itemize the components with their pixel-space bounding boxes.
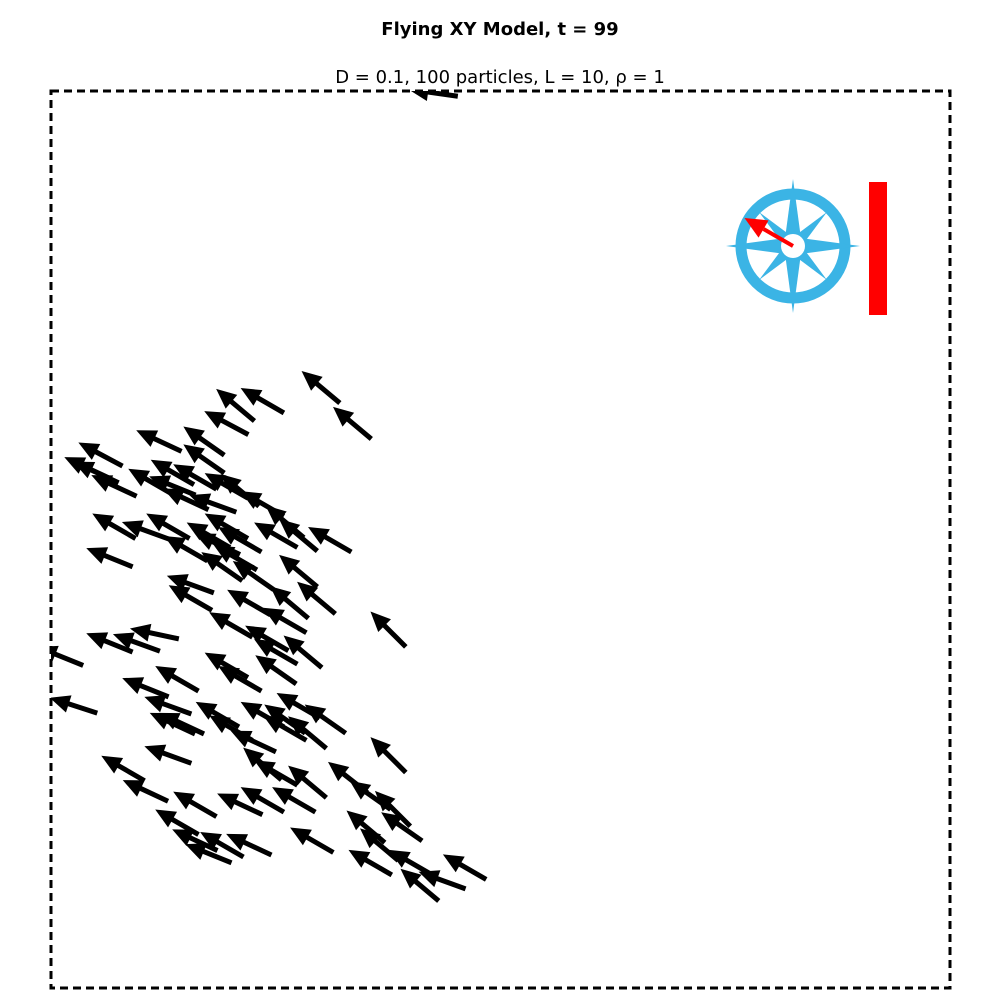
particle-arrow (91, 475, 138, 499)
particle-arrow (86, 632, 134, 655)
particle-arrow (185, 843, 233, 866)
particle-arrow (164, 535, 209, 564)
particle-arrow (370, 611, 408, 649)
particle-arrow (51, 645, 85, 668)
particle-arrow (173, 464, 218, 492)
particle-arrow (288, 765, 328, 800)
particle-arrow (194, 533, 242, 557)
particle-arrow (209, 612, 254, 640)
compass-point (791, 237, 860, 255)
particle-arrow (189, 493, 238, 515)
particle-arrow (149, 712, 197, 737)
particle-arrow (304, 704, 348, 736)
particle-arrow (136, 430, 183, 454)
particle-arrow (218, 666, 263, 694)
particle-arrow (101, 755, 146, 783)
particle-arrow (121, 520, 170, 542)
particle-arrow (388, 849, 434, 878)
particle-arrow (183, 426, 226, 458)
compass-point (784, 179, 802, 248)
particle-arrow (308, 527, 353, 555)
particle-arrow (290, 827, 335, 855)
particle-arrow (218, 527, 263, 555)
boundary-box (49, 89, 952, 990)
particle-arrow (297, 581, 337, 616)
particle-arrow (226, 833, 273, 858)
particle-arrow (400, 868, 441, 903)
compass-point (784, 244, 802, 313)
particle-arrow (264, 704, 307, 736)
particle-arrow (240, 787, 286, 815)
particle-arrow (129, 623, 180, 642)
particle-arrow (230, 730, 277, 755)
particle-arrow (255, 655, 298, 686)
particle-arrow (216, 388, 257, 423)
chart-subtitle: D = 0.1, 100 particles, L = 10, ρ = 1 (335, 67, 665, 88)
particle-arrow (168, 585, 214, 613)
order-parameter-bar (869, 182, 887, 315)
particle-arrow (204, 411, 250, 437)
compass-point (726, 237, 795, 255)
particle-arrow (381, 812, 424, 843)
particle-arrow (410, 91, 459, 102)
particle-arrow (272, 787, 317, 815)
particle-arrow (270, 586, 310, 621)
particle-arrow (263, 715, 308, 743)
particle-arrow (254, 522, 299, 550)
particle-arrow (173, 791, 218, 819)
particle-arrow (348, 849, 394, 878)
particle-arrow (146, 513, 191, 541)
particle-arrow (92, 513, 137, 541)
particle-arrow (155, 666, 200, 694)
particle-arrow (183, 444, 226, 476)
compass-icon (726, 179, 860, 313)
particle-arrow (254, 760, 299, 788)
particle-arrow (418, 870, 467, 892)
particle-arrow (374, 790, 413, 829)
particle-arrow (150, 459, 196, 487)
particle-arrow (78, 442, 124, 469)
particle-arrow (240, 387, 286, 416)
particle-arrow (201, 552, 244, 583)
particle-arrow (51, 695, 99, 716)
particle-arrow (263, 607, 308, 635)
particle-arrow (370, 737, 408, 775)
particle-arrow (227, 589, 272, 617)
chart-title: Flying XY Model, t = 99 (381, 19, 618, 40)
particle-arrow (144, 695, 193, 717)
particle-arrow (155, 809, 200, 837)
particle-arrow (442, 854, 488, 882)
particle-arrows (51, 91, 488, 903)
particle-arrow (122, 677, 170, 700)
particle-arrow (122, 780, 170, 804)
particle-arrow (279, 554, 319, 589)
particle-arrow (333, 406, 373, 441)
particle-arrow (112, 632, 161, 654)
particle-arrow (86, 547, 134, 570)
particle-arrow (144, 744, 193, 766)
mean-direction-shaft (762, 227, 794, 248)
particle-arrow (217, 793, 264, 817)
particle-arrow (301, 370, 342, 405)
particle-arrow (279, 518, 319, 553)
mean-direction-head (744, 218, 769, 238)
particle-arrow (283, 635, 324, 670)
particle-arrow (200, 831, 245, 860)
particle-arrow (254, 639, 299, 667)
